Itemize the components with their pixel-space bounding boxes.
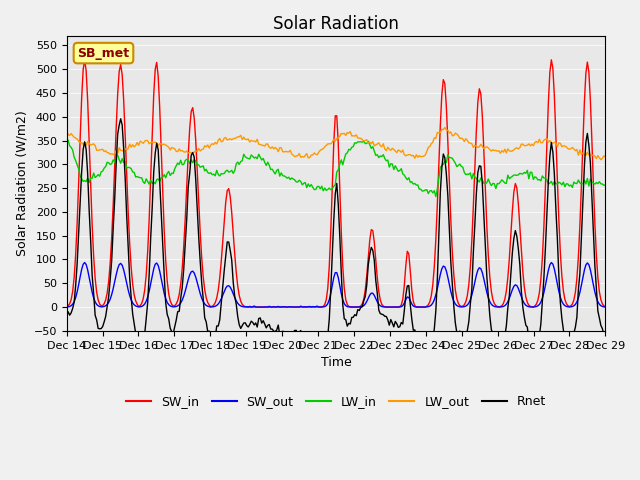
Rnet [602,331,609,337]
LW_in [250,155,258,161]
LW_out [441,125,449,131]
SW_out [253,304,261,310]
LW_in [241,154,249,160]
Line: LW_in: LW_in [67,140,605,197]
SW_in [253,304,261,310]
SW_out [225,283,232,288]
LW_in [223,167,231,173]
LW_in [129,169,136,175]
SW_in [131,292,138,298]
SW_in [63,304,70,310]
SW_in [244,304,252,310]
SW_in [243,304,251,310]
Rnet [225,239,232,245]
SW_in [225,186,232,192]
SW_in [81,57,88,62]
LW_out [597,157,605,163]
SW_out [243,304,251,310]
Line: SW_in: SW_in [67,60,605,307]
Rnet [424,348,432,354]
LW_out [241,136,249,142]
X-axis label: Time: Time [321,356,351,369]
LW_out [573,146,580,152]
LW_in [298,182,306,188]
Rnet [63,313,70,319]
SW_in [575,254,582,260]
Line: LW_out: LW_out [67,128,605,160]
Rnet [243,323,251,328]
Rnet [252,320,260,326]
LW_out [298,154,306,159]
LW_out [602,154,609,160]
SW_out [244,304,252,310]
LW_out [63,128,70,133]
Title: Solar Radiation: Solar Radiation [273,15,399,33]
LW_in [63,137,70,143]
SW_in [602,304,609,310]
Rnet [300,330,308,336]
Legend: SW_in, SW_out, LW_in, LW_out, Rnet: SW_in, SW_out, LW_in, LW_out, Rnet [121,390,551,413]
LW_in [432,194,440,200]
Line: Rnet: Rnet [67,119,605,351]
SW_out [602,304,609,310]
LW_in [573,180,580,186]
Rnet [131,321,138,326]
LW_in [602,182,609,188]
LW_out [250,138,258,144]
Y-axis label: Solar Radiation (W/m2): Solar Radiation (W/m2) [15,110,28,256]
Rnet [575,287,582,293]
SW_out [81,260,88,265]
LW_out [223,137,231,143]
Text: SB_met: SB_met [77,47,129,60]
SW_in [301,304,309,310]
SW_out [63,304,70,310]
SW_out [301,304,309,310]
SW_out [575,295,582,301]
LW_out [129,142,136,148]
Rnet [117,116,125,121]
Line: SW_out: SW_out [67,263,605,307]
SW_out [131,302,138,308]
